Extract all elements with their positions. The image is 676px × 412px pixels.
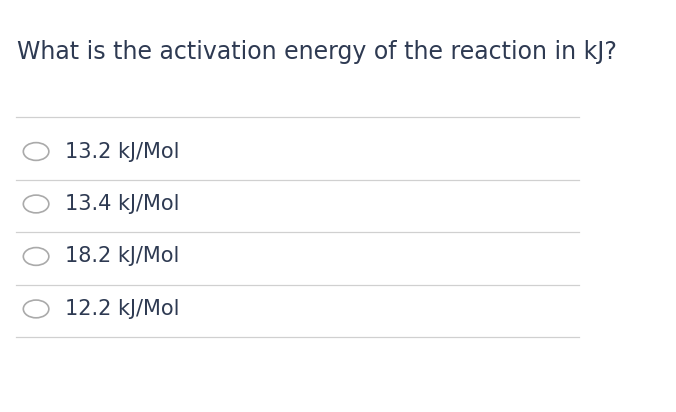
Text: What is the activation energy of the reaction in kJ?: What is the activation energy of the rea…: [17, 40, 617, 65]
Text: 13.2 kJ/Mol: 13.2 kJ/Mol: [65, 141, 180, 162]
Text: 12.2 kJ/Mol: 12.2 kJ/Mol: [65, 299, 180, 319]
Text: 18.2 kJ/Mol: 18.2 kJ/Mol: [65, 246, 179, 267]
Text: 13.4 kJ/Mol: 13.4 kJ/Mol: [65, 194, 180, 214]
